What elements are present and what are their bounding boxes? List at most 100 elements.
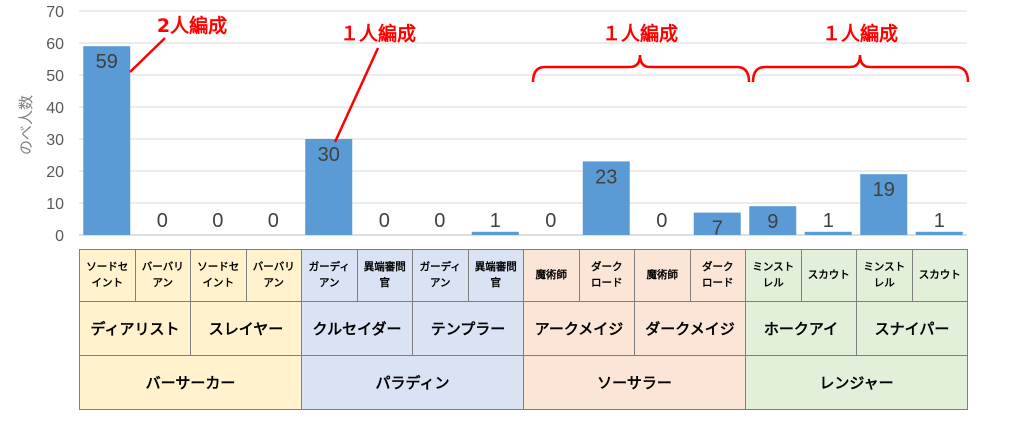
data-label: 0 xyxy=(434,210,445,232)
subclass-label: アン xyxy=(152,276,174,289)
class-cell: クルセイダー xyxy=(301,301,413,356)
y-axis-ticks: 0 10 20 30 40 50 60 70 xyxy=(46,4,64,245)
annotation-brace xyxy=(531,54,751,83)
subclass-cell: ソードセ イント xyxy=(79,249,136,302)
data-label: 1 xyxy=(823,210,834,232)
annotation-brace xyxy=(751,54,970,83)
class-cell: テンプラー xyxy=(412,301,524,356)
bar xyxy=(471,231,519,235)
bar xyxy=(860,174,908,235)
subclass-cell: 異端審問官 xyxy=(467,249,524,302)
annotation-label: 2人編成 xyxy=(157,14,227,37)
subclass-label: スカウト xyxy=(807,268,850,281)
subclass-label: 魔術師 xyxy=(535,268,568,281)
table-row-group: バーサーカー パラディン ソーサラー レンジャー xyxy=(79,355,968,410)
subclass-label: ダーク xyxy=(591,261,623,274)
class-cell: ダークメイジ xyxy=(634,301,746,356)
subclass-label: ロード xyxy=(702,276,734,289)
subclass-cell: ダーク ロード xyxy=(578,249,635,302)
subclass-label: スカウト xyxy=(918,268,961,281)
bar xyxy=(804,231,852,235)
annotation-label: １人編成 xyxy=(340,22,416,45)
bar xyxy=(305,139,353,235)
data-label: 0 xyxy=(545,210,556,232)
subclass-cell: ミンスト レル xyxy=(745,249,802,302)
subclass-cell: スカウト xyxy=(911,249,968,302)
y-tick-label: 10 xyxy=(46,196,64,213)
group-cell: ソーサラー xyxy=(523,355,746,410)
subclass-label: 異端審問 xyxy=(363,261,406,274)
subclass-label: ロード xyxy=(591,276,623,289)
annotations: 2人編成 １人編成 １人編成 １人編成 xyxy=(129,14,970,143)
subclass-cell: 異端審問官 xyxy=(356,249,413,302)
data-label: 59 xyxy=(96,51,118,73)
group-cell: レンジャー xyxy=(745,355,968,410)
data-label: 7 xyxy=(712,218,723,240)
subclass-cell: ガーディ アン xyxy=(412,249,469,302)
subclass-label: ガーディ xyxy=(419,261,461,274)
subclass-label: 魔術師 xyxy=(646,268,679,281)
subclass-label: ミンスト xyxy=(752,261,795,274)
class-cell: ホークアイ xyxy=(745,301,857,356)
subclass-cell: スカウト xyxy=(800,249,857,302)
y-tick-label: 40 xyxy=(46,100,64,117)
subclass-label: 官 xyxy=(379,276,391,289)
data-label: 0 xyxy=(212,210,223,232)
class-cell: スナイパー xyxy=(856,301,968,356)
data-label: 23 xyxy=(595,166,617,188)
data-label: 0 xyxy=(157,210,168,232)
annotation-leader xyxy=(129,37,166,73)
y-tick-label: 20 xyxy=(46,164,64,181)
subclass-cell: ダーク ロード xyxy=(689,249,746,302)
subclass-label: イント xyxy=(202,276,235,289)
class-cell: ディアリスト xyxy=(79,301,191,356)
subclass-label: 官 xyxy=(490,276,502,289)
data-label: 1 xyxy=(490,210,501,232)
bar xyxy=(915,231,963,235)
subclass-label: バーバリ xyxy=(252,261,295,274)
subclass-label: レル xyxy=(873,276,895,289)
class-cell: スレイヤー xyxy=(190,301,302,356)
gridlines xyxy=(79,10,967,236)
annotation-leader xyxy=(333,47,380,143)
subclass-cell: ミンスト レル xyxy=(856,249,913,302)
subclass-label: イント xyxy=(91,276,124,289)
subclass-cell: バーバリ アン xyxy=(245,249,302,302)
table-row-class: ディアリスト スレイヤー クルセイダー テンプラー アークメイジ ダークメイジ ホークアイス… xyxy=(79,301,968,356)
subclass-label: アン xyxy=(429,276,451,289)
bar xyxy=(582,161,630,235)
bar xyxy=(83,46,131,236)
subclass-label: アン xyxy=(318,276,340,289)
subclass-label: ソードセ xyxy=(86,261,129,274)
annotation-label: １人編成 xyxy=(602,22,678,45)
data-label: 0 xyxy=(379,210,390,232)
subclass-label: バーバリ xyxy=(141,261,184,274)
subclass-cell: ガーディ アン xyxy=(301,249,358,302)
subclass-label: ダーク xyxy=(702,261,734,274)
class-cell: アークメイジ xyxy=(523,301,635,356)
bar xyxy=(693,212,741,235)
bar xyxy=(749,206,797,235)
y-axis-label: のべ人数 xyxy=(17,95,35,155)
subclass-label: ソードセ xyxy=(197,261,240,274)
subclass-label: 異端審問 xyxy=(474,261,517,274)
subclass-label: ガーディ xyxy=(308,261,350,274)
data-label: 0 xyxy=(656,210,667,232)
group-cell: バーサーカー xyxy=(79,355,302,410)
group-cell: パラディン xyxy=(301,355,524,410)
y-tick-label: 50 xyxy=(46,68,64,85)
subclass-cell: 魔術師 xyxy=(523,249,580,302)
subclass-cell: ソードセ イント xyxy=(190,249,247,302)
subclass-cell: 魔術師 xyxy=(634,249,691,302)
annotation-label: １人編成 xyxy=(822,22,898,45)
y-tick-label: 0 xyxy=(55,228,64,245)
y-tick-label: 30 xyxy=(46,132,64,149)
data-label: 19 xyxy=(873,179,895,201)
data-label: 9 xyxy=(767,211,778,233)
data-label: 30 xyxy=(318,144,340,166)
subclass-label: アン xyxy=(263,276,285,289)
subclass-cell: バーバリ アン xyxy=(134,249,191,302)
subclass-label: ミンスト xyxy=(863,261,906,274)
value-labels: 59 0 0 0 30 0 0 1 0 23 0 7 9 1 19 1 xyxy=(96,51,945,239)
